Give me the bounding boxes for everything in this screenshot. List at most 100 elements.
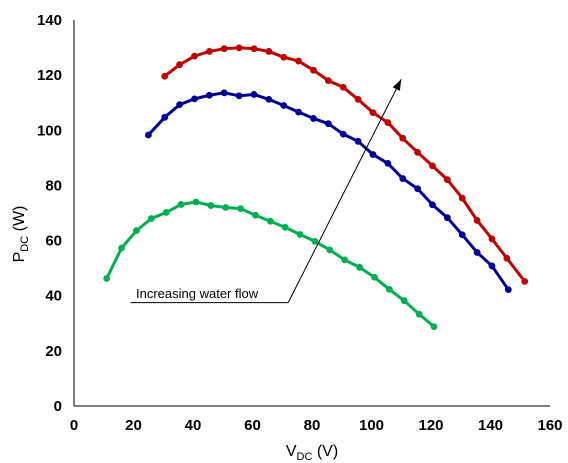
annotation-arrowhead: [392, 79, 402, 91]
data-point: [177, 201, 185, 208]
y-axis-label: PDC (W): [11, 206, 31, 263]
data-point: [310, 115, 317, 122]
data-point: [371, 273, 378, 281]
data-point: [250, 45, 258, 53]
data-point: [384, 119, 392, 126]
data-point: [118, 244, 125, 252]
data-point: [443, 214, 451, 222]
data-point: [147, 215, 155, 222]
x-tick-label: 0: [70, 417, 78, 434]
data-point: [295, 57, 303, 65]
x-tick-label: 120: [418, 417, 443, 434]
data-point: [280, 102, 288, 109]
data-point: [415, 310, 423, 318]
data-point: [339, 130, 347, 138]
data-point: [250, 91, 258, 98]
series-1: [161, 44, 529, 285]
data-point: [429, 162, 436, 170]
data-point: [235, 44, 243, 52]
data-point: [220, 45, 228, 53]
data-point: [324, 77, 332, 85]
y-tick-label: 80: [45, 177, 62, 194]
data-point: [399, 175, 407, 182]
data-point: [310, 66, 317, 74]
data-point: [385, 285, 393, 293]
data-point: [339, 83, 347, 91]
annotation-arrow-line: [287, 79, 402, 303]
data-point: [191, 52, 198, 60]
x-tick-label: 60: [244, 417, 261, 434]
data-point: [443, 176, 451, 184]
x-tick-label: 100: [359, 417, 384, 434]
data-point: [458, 231, 466, 239]
x-tick-label: 80: [304, 417, 321, 434]
y-tick-label: 20: [45, 343, 62, 360]
y-tick-label: 100: [37, 122, 62, 139]
x-axis-ticks: 0 20 40 60 80 100 120 140 160: [70, 417, 563, 434]
annotation: Increasing water flow: [130, 79, 402, 304]
data-point: [414, 185, 422, 193]
data-point: [356, 263, 363, 271]
data-point: [133, 227, 140, 235]
data-point: [341, 256, 349, 264]
data-point: [265, 96, 273, 103]
data-point: [205, 48, 213, 55]
data-point: [161, 72, 169, 80]
data-point: [414, 148, 422, 156]
series-2: [144, 89, 512, 294]
data-point: [429, 201, 436, 209]
data-point: [354, 96, 362, 103]
data-point: [162, 209, 170, 216]
data-point: [354, 137, 362, 145]
data-point: [161, 113, 169, 121]
data-point: [266, 217, 274, 225]
data-point: [521, 277, 529, 285]
data-point: [488, 235, 496, 243]
data-point: [176, 101, 184, 109]
x-tick-label: 160: [537, 417, 562, 434]
data-point: [176, 61, 184, 69]
y-tick-label: 120: [37, 67, 62, 84]
y-tick-label: 0: [54, 398, 62, 415]
data-point: [265, 48, 273, 55]
x-tick-label: 40: [185, 417, 202, 434]
series-layer: [103, 44, 529, 330]
data-point: [295, 108, 303, 116]
data-point: [311, 237, 319, 245]
data-point: [207, 202, 215, 209]
x-axis-label: VDC (V): [286, 443, 338, 463]
series-3: [103, 198, 438, 330]
data-point: [237, 205, 245, 212]
data-point: [458, 194, 466, 202]
data-point: [252, 211, 259, 219]
data-point: [103, 274, 111, 282]
data-point: [280, 53, 288, 61]
y-tick-label: 140: [37, 12, 62, 29]
data-point: [326, 246, 334, 254]
data-point: [473, 217, 481, 224]
x-tick-label: 140: [478, 417, 503, 434]
data-point: [222, 204, 230, 211]
data-point: [144, 131, 152, 139]
data-point: [503, 254, 511, 262]
y-axis-ticks: 0 20 40 60 80 100 120 140: [37, 12, 62, 415]
x-tick-label: 20: [125, 417, 142, 434]
data-point: [488, 262, 496, 270]
data-point: [369, 109, 377, 117]
data-point: [235, 92, 243, 100]
data-point: [399, 134, 407, 142]
data-point: [384, 159, 392, 167]
annotation-text: Increasing water flow: [136, 286, 259, 301]
data-point: [220, 89, 228, 97]
data-point: [296, 231, 304, 238]
y-tick-label: 40: [45, 288, 62, 305]
data-point: [400, 297, 408, 305]
data-point: [191, 95, 198, 103]
data-point: [504, 286, 512, 294]
y-tick-label: 60: [45, 233, 62, 250]
data-point: [192, 198, 200, 206]
data-point: [473, 249, 481, 256]
data-point: [324, 120, 332, 128]
data-point: [369, 151, 377, 158]
